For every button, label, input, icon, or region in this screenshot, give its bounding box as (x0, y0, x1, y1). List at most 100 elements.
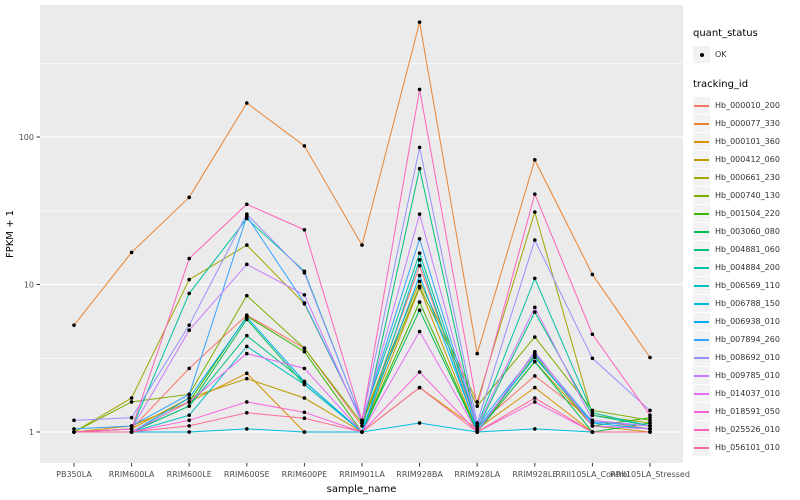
data-point (533, 238, 537, 242)
data-point (417, 273, 422, 278)
data-point (648, 408, 652, 413)
data-point (533, 355, 537, 360)
data-point (533, 349, 537, 354)
data-point (533, 310, 537, 314)
x-tick-label: RRII105LA_Stressed (610, 470, 690, 479)
data-point (245, 371, 249, 376)
legend-entry-label: Hb_014037_010 (715, 389, 780, 398)
data-point (417, 251, 422, 256)
data-point (129, 250, 134, 255)
data-point (533, 305, 537, 310)
data-point (590, 410, 595, 415)
data-point (417, 20, 422, 25)
data-point (648, 413, 652, 417)
data-point (417, 385, 422, 390)
data-point (302, 410, 307, 415)
legend-key-box (693, 295, 710, 312)
legend-entry-Hb_007894_260: Hb_007894_260 (693, 331, 798, 348)
legend-key-box (693, 259, 710, 276)
legend-entry-Hb_000077_330: Hb_000077_330 (693, 115, 798, 132)
legend-line-swatch (694, 428, 709, 431)
legend-entry-label: Hb_000077_330 (715, 119, 780, 128)
data-point (129, 396, 134, 400)
data-point (648, 430, 652, 434)
data-point (129, 415, 134, 420)
data-point (302, 346, 307, 350)
legend-entry-label: Hb_009785_010 (715, 371, 780, 380)
data-point (360, 424, 364, 428)
data-point (72, 430, 76, 434)
legend-entry-Hb_000101_360: Hb_000101_360 (693, 133, 798, 150)
legend-entry-Hb_003060_080: Hb_003060_080 (693, 223, 798, 240)
data-point (187, 400, 191, 404)
legend-key-box (693, 205, 710, 222)
data-point (417, 370, 422, 374)
legend-line-swatch (694, 140, 709, 143)
data-point (187, 430, 191, 434)
legend-line-swatch (694, 302, 709, 305)
legend-entry-Hb_000661_230: Hb_000661_230 (693, 169, 798, 186)
legend-entry-label: Hb_000740_130 (715, 191, 780, 200)
x-tick-label: RRII105LA_Control (555, 470, 629, 479)
legend-entry-label: Hb_004884_200 (715, 263, 780, 272)
data-point (72, 418, 76, 423)
legend-line-swatch (694, 158, 709, 161)
data-point (360, 430, 364, 434)
data-point (475, 427, 480, 431)
x-tick-label: RRIM600SE (224, 470, 270, 479)
legend-entry-Hb_056101_010: Hb_056101_010 (693, 439, 798, 456)
x-tick-label: RRIM600PE (282, 470, 328, 479)
data-point (417, 329, 422, 334)
legend-entry-ok: OK (693, 46, 798, 63)
legend-entry-label: Hb_018591_050 (715, 407, 780, 416)
data-point (245, 376, 249, 381)
data-point (417, 308, 422, 312)
legend-title-quant-status: quant_status (693, 28, 758, 39)
legend-entry-label: Hb_006788_150 (715, 299, 780, 308)
legend-key-box (693, 223, 710, 240)
legend-key-box (693, 169, 710, 186)
legend-entry-Hb_000412_060: Hb_000412_060 (693, 151, 798, 168)
x-tick-label: RRIM928BA (396, 470, 443, 479)
y-tick-label: 1 (29, 428, 34, 437)
data-point (302, 301, 307, 305)
legend-title-tracking-id: tracking_id (693, 79, 749, 90)
legend-key-box (693, 151, 710, 168)
data-point (187, 404, 191, 408)
legend-entry-label: Hb_025526_010 (715, 425, 780, 434)
x-tick-label: PB350LA (56, 470, 92, 479)
data-point (475, 421, 480, 425)
legend-key-box (693, 115, 710, 132)
legend-entry-label: Hb_006938_010 (715, 317, 780, 326)
legend-entry-Hb_006788_150: Hb_006788_150 (693, 295, 798, 312)
legend-entry-label: Hb_007894_260 (715, 335, 780, 344)
data-point (187, 424, 191, 428)
data-point (590, 430, 595, 434)
legend-tracking-id-entries: Hb_000010_200 Hb_000077_330 Hb_000101_360 H… (693, 97, 798, 456)
data-point (302, 227, 307, 232)
plot-panel (40, 5, 683, 463)
legend-entry-Hb_001504_220: Hb_001504_220 (693, 205, 798, 222)
data-point (533, 374, 537, 378)
legend-entry-label: Hb_056101_010 (715, 443, 780, 452)
data-point (648, 421, 652, 425)
data-point (590, 272, 595, 277)
data-point (590, 356, 595, 361)
data-point (533, 396, 537, 400)
data-point (533, 210, 537, 214)
x-tick-label: RRIM928LE (512, 470, 557, 479)
legend-entry-label: Hb_000010_200 (715, 101, 780, 110)
data-point (187, 323, 191, 327)
data-point (245, 333, 249, 338)
data-point (417, 279, 422, 284)
data-point (72, 323, 76, 327)
data-point (129, 430, 134, 434)
data-point (590, 332, 595, 337)
data-point (475, 430, 480, 434)
data-point (417, 284, 422, 289)
data-point (360, 418, 364, 423)
data-point (648, 418, 652, 423)
legend-line-swatch (694, 194, 709, 197)
legend-entry-Hb_009785_010: Hb_009785_010 (693, 367, 798, 384)
